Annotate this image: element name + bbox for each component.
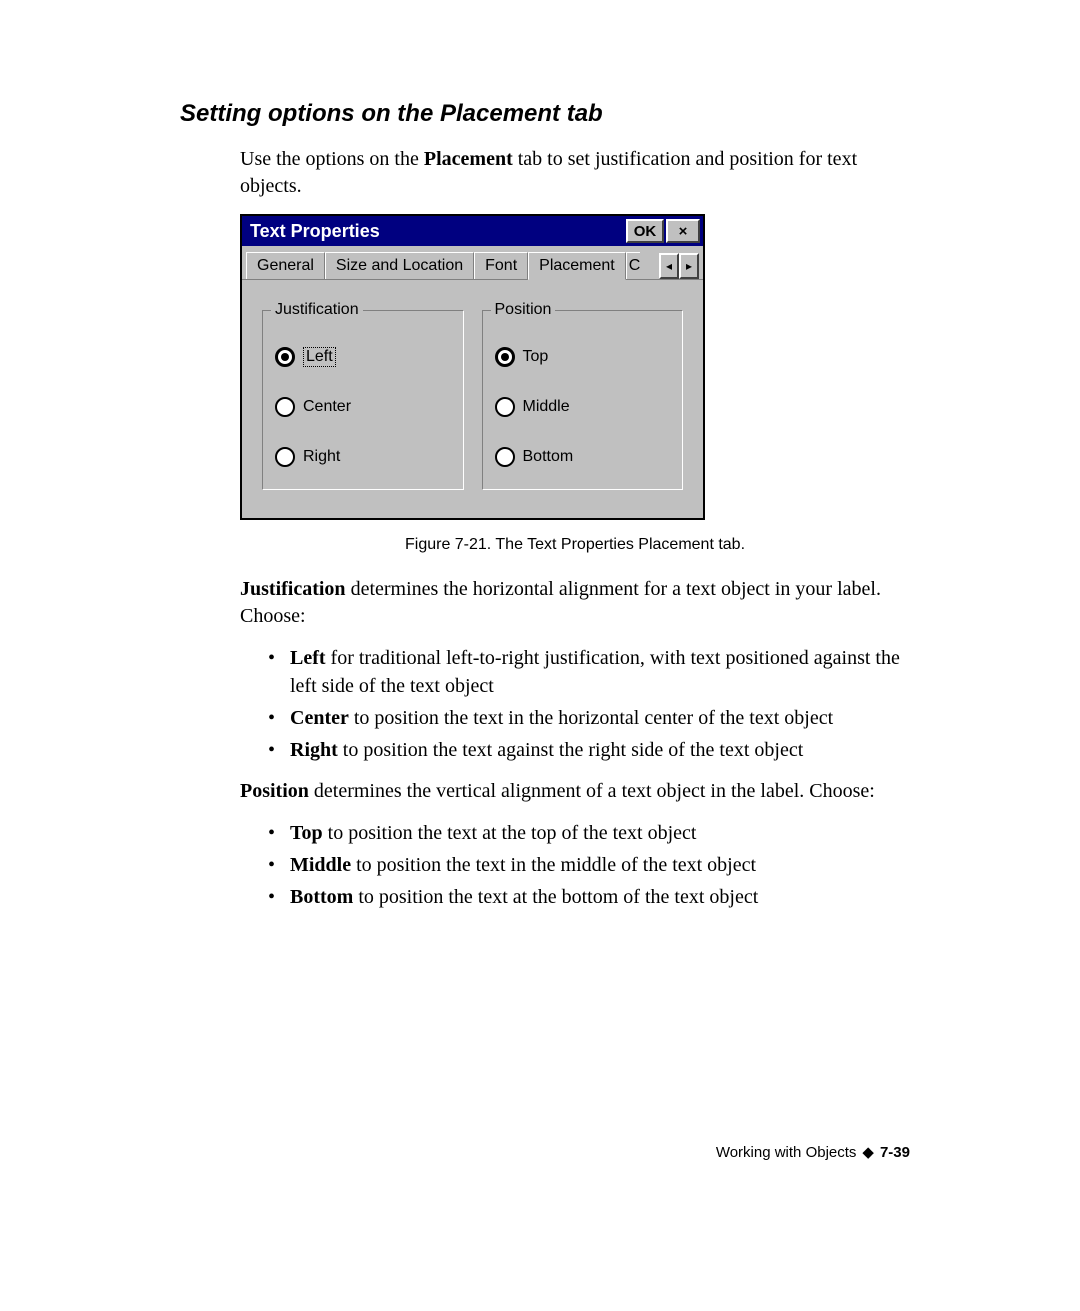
figure-screenshot: Text Properties OK × General Size and Lo… xyxy=(240,214,910,554)
just-right-text: to position the text against the right s… xyxy=(338,739,803,761)
tab-size-location[interactable]: Size and Location xyxy=(325,252,474,279)
pos-bottom-bold: Bottom xyxy=(290,886,353,908)
tab-partial[interactable]: C xyxy=(626,252,640,279)
just-item-right: Right to position the text against the r… xyxy=(240,736,910,764)
radio-center-label: Center xyxy=(303,398,351,416)
radio-center-icon xyxy=(275,397,295,417)
tab-general[interactable]: General xyxy=(246,252,325,279)
just-item-center: Center to position the text in the horiz… xyxy=(240,704,910,732)
radio-center[interactable]: Center xyxy=(275,397,451,417)
position-group: Position Top Middle Bottom xyxy=(482,310,684,490)
pos-item-bottom: Bottom to position the text at the botto… xyxy=(240,883,910,911)
close-button[interactable]: × xyxy=(666,219,700,243)
justification-legend: Justification xyxy=(271,301,363,319)
dialog-titlebar: Text Properties OK × xyxy=(242,216,703,246)
intro-pre: Use the options on the xyxy=(240,148,424,170)
radio-left-icon xyxy=(275,347,295,367)
radio-top-icon xyxy=(495,347,515,367)
pos-middle-text: to position the text in the middle of th… xyxy=(351,854,756,876)
radio-right-icon xyxy=(275,447,295,467)
position-list: Top to position the text at the top of t… xyxy=(240,819,910,911)
justification-paragraph: Justification determines the horizontal … xyxy=(240,576,910,630)
radio-left-label: Left xyxy=(303,347,336,367)
intro-paragraph: Use the options on the Placement tab to … xyxy=(240,146,910,200)
pos-item-top: Top to position the text at the top of t… xyxy=(240,819,910,847)
ok-button[interactable]: OK xyxy=(626,219,664,243)
justification-group: Justification Left Center Right xyxy=(262,310,464,490)
tab-scroll-right-button[interactable]: ▸ xyxy=(679,253,699,279)
section-heading: Setting options on the Placement tab xyxy=(180,100,910,128)
radio-bottom-icon xyxy=(495,447,515,467)
text-properties-dialog: Text Properties OK × General Size and Lo… xyxy=(240,214,705,520)
pos-top-text: to position the text at the top of the t… xyxy=(323,822,697,844)
dialog-title: Text Properties xyxy=(250,221,624,242)
tab-font[interactable]: Font xyxy=(474,252,528,279)
tab-strip: General Size and Location Font Placement… xyxy=(242,246,703,280)
just-right-bold: Right xyxy=(290,739,338,761)
just-center-text: to position the text in the horizontal c… xyxy=(349,707,833,729)
figure-caption: Figure 7-21. The Text Properties Placeme… xyxy=(240,536,910,554)
diamond-icon: ◆ xyxy=(862,1143,874,1161)
position-paragraph: Position determines the vertical alignme… xyxy=(240,778,910,805)
radio-right[interactable]: Right xyxy=(275,447,451,467)
intro-bold: Placement xyxy=(424,148,513,170)
tab-scroll-left-button[interactable]: ◂ xyxy=(659,253,679,279)
pos-top-bold: Top xyxy=(290,822,323,844)
justification-term: Justification xyxy=(240,578,346,600)
radio-top[interactable]: Top xyxy=(495,347,671,367)
just-center-bold: Center xyxy=(290,707,349,729)
radio-middle-label: Middle xyxy=(523,398,570,416)
page-number: 7-39 xyxy=(880,1144,910,1161)
just-item-left: Left for traditional left-to-right justi… xyxy=(240,644,910,700)
just-left-bold: Left xyxy=(290,647,326,669)
page-footer: Working with Objects ◆ 7-39 xyxy=(716,1143,910,1161)
just-left-text: for traditional left-to-right justificat… xyxy=(290,647,900,697)
tab-placement[interactable]: Placement xyxy=(528,252,626,280)
justification-list: Left for traditional left-to-right justi… xyxy=(240,644,910,764)
radio-bottom[interactable]: Bottom xyxy=(495,447,671,467)
radio-top-label: Top xyxy=(523,348,549,366)
position-term: Position xyxy=(240,780,309,802)
radio-bottom-label: Bottom xyxy=(523,448,574,466)
position-legend: Position xyxy=(491,301,556,319)
pos-middle-bold: Middle xyxy=(290,854,351,876)
radio-right-label: Right xyxy=(303,448,340,466)
radio-middle-icon xyxy=(495,397,515,417)
footer-text: Working with Objects xyxy=(716,1144,857,1161)
radio-middle[interactable]: Middle xyxy=(495,397,671,417)
position-rest: determines the vertical alignment of a t… xyxy=(309,780,875,802)
pos-item-middle: Middle to position the text in the middl… xyxy=(240,851,910,879)
pos-bottom-text: to position the text at the bottom of th… xyxy=(353,886,758,908)
radio-left[interactable]: Left xyxy=(275,347,451,367)
tab-body: Justification Left Center Right xyxy=(242,280,703,518)
